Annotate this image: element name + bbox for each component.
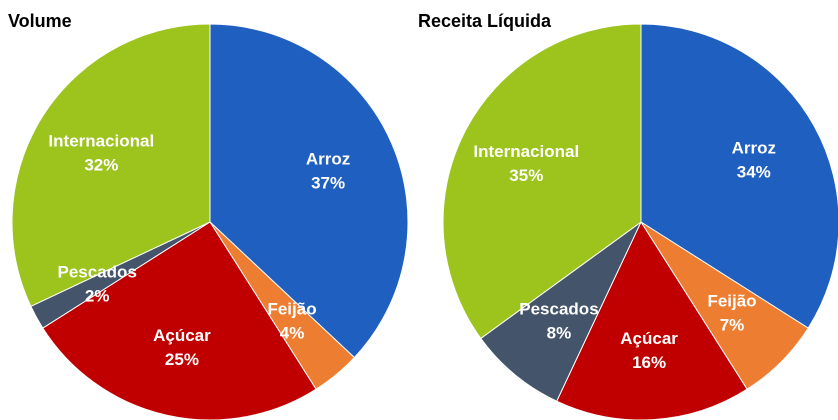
slice-value-label: 16% <box>632 353 666 372</box>
pie-slice <box>209 23 409 359</box>
slice-label: Internacional <box>473 142 579 161</box>
slice-label: Pescados <box>58 262 137 281</box>
slice-value-label: 4% <box>280 324 305 343</box>
pie-slice <box>442 23 642 340</box>
slice-label: Internacional <box>48 132 154 151</box>
chart-title: Receita Líquida <box>418 11 552 31</box>
slice-label: Arroz <box>306 149 350 168</box>
pie-slice <box>42 221 317 420</box>
slice-value-label: 35% <box>509 166 543 185</box>
slice-label: Feijão <box>267 300 316 319</box>
slice-label: Pescados <box>519 300 598 319</box>
slice-value-label: 25% <box>165 350 199 369</box>
slice-value-label: 7% <box>720 315 745 334</box>
slice-value-label: 37% <box>311 173 345 192</box>
slice-label: Arroz <box>732 138 776 157</box>
chart-title: Volume <box>8 11 72 31</box>
slice-value-label: 8% <box>547 324 572 343</box>
pie-slice <box>11 23 211 307</box>
slice-value-label: 32% <box>84 156 118 175</box>
slice-label: Açúcar <box>153 326 211 345</box>
slice-value-label: 34% <box>737 162 771 181</box>
pie-slice <box>480 221 642 402</box>
pie-slice <box>640 23 838 329</box>
slice-label: Feijão <box>707 291 756 310</box>
slice-label: Açúcar <box>620 329 678 348</box>
slice-value-label: 2% <box>85 286 110 305</box>
